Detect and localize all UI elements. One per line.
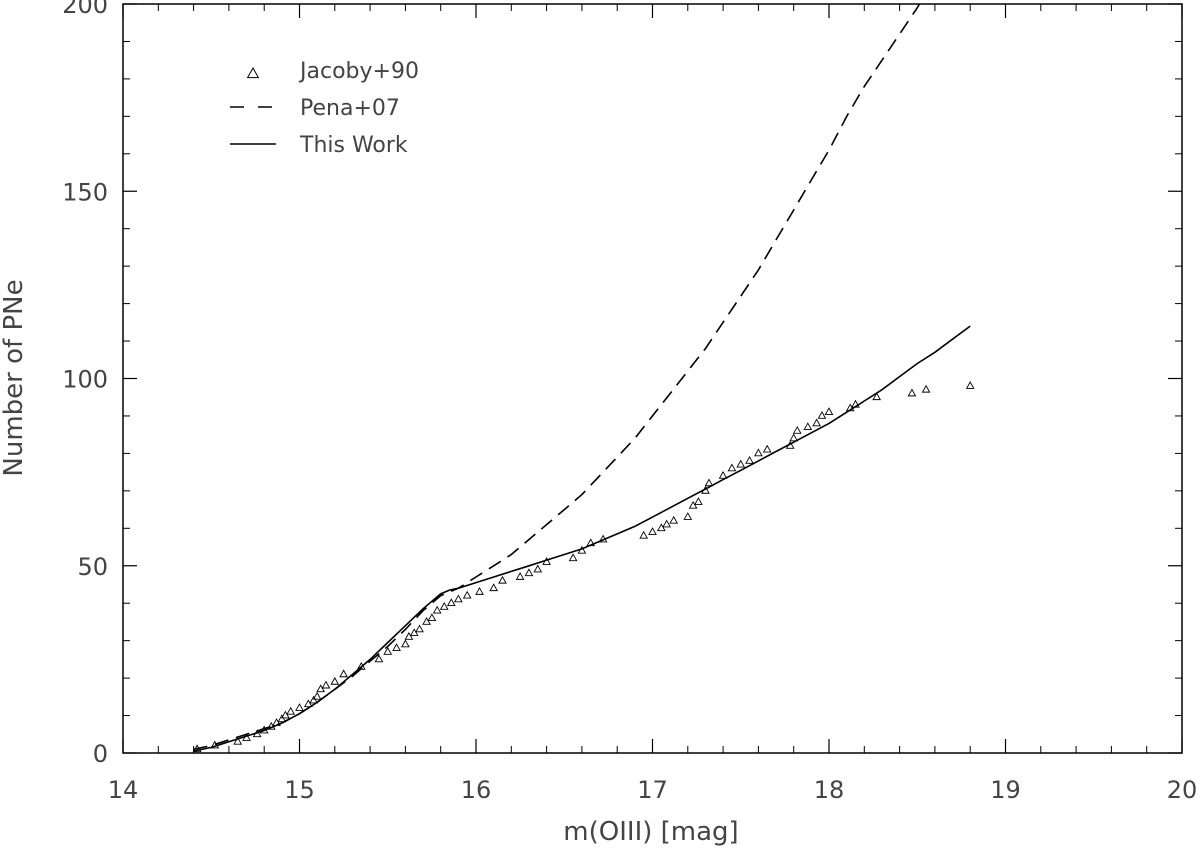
series-line (193, 325, 971, 752)
data-point (392, 643, 401, 651)
y-tick-label: 200 (62, 0, 108, 19)
legend-label-jacoby-90: Jacoby+90 (298, 59, 419, 84)
x-axis-ticks: 14 15 16 17 18 19 20 (108, 4, 1198, 804)
data-point (330, 676, 340, 685)
series-layer (192, 4, 975, 753)
data-point (812, 418, 822, 427)
data-point (432, 605, 442, 614)
data-point (727, 463, 737, 472)
data-point (648, 527, 657, 535)
data-point (762, 444, 772, 453)
data-point (415, 624, 424, 633)
legend-label-pena-07: Pena+07 (300, 96, 400, 121)
data-point (422, 617, 431, 625)
data-point (662, 519, 671, 528)
data-point (907, 388, 917, 397)
series-this-work (193, 325, 971, 752)
data-point (533, 564, 543, 573)
data-point (339, 669, 348, 678)
data-point (639, 530, 649, 539)
data-point (404, 631, 414, 640)
x-tick-label: 17 (637, 776, 668, 804)
data-point (965, 381, 975, 389)
data-point (475, 587, 484, 595)
x-tick-label: 20 (1167, 776, 1198, 804)
plot-frame (122, 3, 1183, 754)
x-tick-label: 18 (814, 776, 845, 804)
data-point (281, 710, 290, 719)
data-point (745, 455, 754, 464)
data-point (789, 433, 799, 442)
data-point (427, 613, 437, 622)
data-point (498, 575, 507, 584)
data-point (210, 740, 220, 749)
data-point (704, 478, 714, 487)
data-point (409, 628, 419, 637)
data-point (309, 695, 318, 704)
data-point (718, 470, 728, 479)
data-point (656, 523, 666, 532)
data-point (921, 384, 931, 393)
x-axis-label: m(OIII) [mag] (563, 817, 738, 847)
data-point (524, 568, 534, 577)
legend: Jacoby+90 Pena+07 This Work (230, 59, 419, 158)
data-point (233, 736, 243, 745)
data-point (694, 497, 703, 505)
data-point (824, 407, 834, 416)
data-point (803, 422, 813, 431)
x-tick-label: 15 (284, 776, 315, 804)
legend-swatch-jacoby-90 (246, 66, 260, 79)
data-point (446, 598, 456, 607)
data-point (568, 553, 578, 562)
data-point (872, 392, 882, 401)
data-point (303, 699, 313, 708)
x-tick-label: 16 (461, 776, 492, 804)
legend-label-this-work: This Work (299, 133, 408, 158)
data-point (295, 703, 304, 711)
data-point (374, 654, 384, 663)
y-tick-label: 0 (93, 740, 108, 768)
series-jacoby-90 (192, 381, 975, 753)
data-point (515, 572, 525, 580)
data-point (817, 411, 827, 419)
data-point (669, 515, 679, 524)
y-axis-ticks: 0 50 100 150 200 (62, 0, 1182, 768)
data-point (688, 500, 698, 509)
data-point (736, 459, 746, 468)
data-point (453, 594, 463, 603)
data-point (286, 706, 296, 715)
y-tick-label: 150 (62, 178, 108, 206)
data-point (383, 646, 393, 655)
y-axis-label: Number of PNe (0, 279, 29, 476)
y-tick-label: 100 (62, 366, 108, 394)
data-point (792, 426, 802, 434)
data-point (462, 590, 472, 599)
x-tick-label: 19 (990, 776, 1021, 804)
data-point (316, 684, 326, 693)
data-point (401, 639, 410, 648)
x-tick-label: 14 (108, 776, 139, 804)
data-point (312, 691, 322, 700)
data-point (321, 680, 331, 689)
data-point (439, 602, 449, 610)
y-tick-label: 50 (77, 553, 108, 581)
plot-border (122, 3, 1183, 754)
data-point (683, 512, 693, 520)
data-point (277, 714, 287, 723)
data-point (754, 448, 763, 457)
data-point (489, 583, 499, 592)
